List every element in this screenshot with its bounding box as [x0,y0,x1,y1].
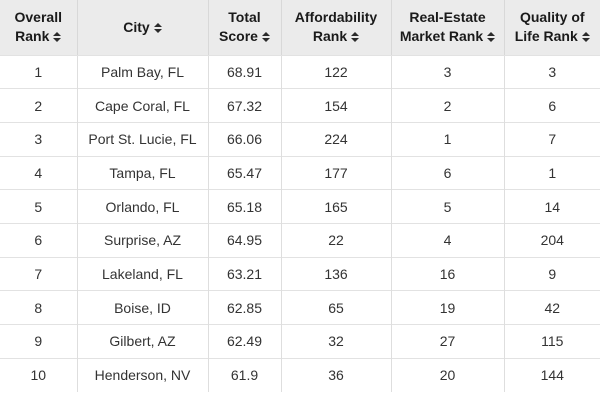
table-row: 9 Gilbert, AZ 62.49 32 27 115 [0,324,600,359]
cell-overall-rank: 8 [0,290,78,325]
cell-total-score: 67.32 [208,88,282,123]
column-header-total-score[interactable]: Total Score [208,0,282,56]
cell-total-score: 63.21 [208,256,282,291]
cell-total-score: 62.85 [208,290,282,325]
cell-total-score: 61.9 [208,357,282,392]
cell-total-score: 65.18 [208,189,282,224]
cell-city: Palm Bay, FL [77,55,209,89]
table-row: 1 Palm Bay, FL 68.91 122 3 3 [0,55,600,89]
table-row: 3 Port St. Lucie, FL 66.06 224 1 7 [0,121,600,157]
column-header-overall-rank[interactable]: Overall Rank [0,0,78,56]
cell-quality-of-life-rank: 9 [504,256,600,291]
cell-real-estate-market-rank: 1 [391,121,505,157]
cell-affordability-rank: 36 [281,357,392,392]
column-header-quality-of-life-rank[interactable]: Quality of Life Rank [504,0,600,56]
sort-icon [581,32,590,43]
city-rankings-table: Overall Rank City Total Score Affordability… [0,0,600,392]
table-row: 10 Henderson, NV 61.9 36 20 144 [0,357,600,392]
cell-real-estate-market-rank: 27 [391,324,505,359]
table-row: 8 Boise, ID 62.85 65 19 42 [0,290,600,325]
cell-city: Port St. Lucie, FL [77,121,209,157]
table-row: 4 Tampa, FL 65.47 177 6 1 [0,155,600,190]
table-header-row: Overall Rank City Total Score Affordability… [0,0,600,56]
cell-overall-rank: 9 [0,324,78,359]
cell-overall-rank: 3 [0,121,78,157]
cell-affordability-rank: 224 [281,121,392,157]
cell-total-score: 68.91 [208,55,282,89]
cell-city: Surprise, AZ [77,222,209,258]
cell-city: Tampa, FL [77,155,209,190]
cell-overall-rank: 5 [0,189,78,224]
cell-affordability-rank: 177 [281,155,392,190]
cell-city: Gilbert, AZ [77,324,209,359]
cell-total-score: 66.06 [208,121,282,157]
column-header-label: Total Score [219,9,261,45]
cell-overall-rank: 10 [0,357,78,392]
cell-city: Lakeland, FL [77,256,209,291]
cell-quality-of-life-rank: 14 [504,189,600,224]
column-header-label: Overall Rank [14,9,62,45]
table-row: 5 Orlando, FL 65.18 165 5 14 [0,189,600,224]
cell-quality-of-life-rank: 7 [504,121,600,157]
cell-quality-of-life-rank: 115 [504,324,600,359]
cell-affordability-rank: 122 [281,55,392,89]
cell-overall-rank: 1 [0,55,78,89]
cell-real-estate-market-rank: 20 [391,357,505,392]
cell-city: Orlando, FL [77,189,209,224]
cell-quality-of-life-rank: 6 [504,88,600,123]
sort-icon [153,22,162,33]
cell-total-score: 64.95 [208,222,282,258]
cell-overall-rank: 2 [0,88,78,123]
cell-total-score: 62.49 [208,324,282,359]
table-row: 6 Surprise, AZ 64.95 22 4 204 [0,222,600,258]
cell-quality-of-life-rank: 1 [504,155,600,190]
column-header-label: Quality of Life Rank [514,9,585,45]
cell-overall-rank: 7 [0,256,78,291]
cell-quality-of-life-rank: 144 [504,357,600,392]
column-header-label: Affordability Rank [294,9,378,45]
column-header-city[interactable]: City [77,0,209,56]
table-row: 7 Lakeland, FL 63.21 136 16 9 [0,256,600,291]
cell-affordability-rank: 65 [281,290,392,325]
sort-icon [351,32,360,43]
cell-affordability-rank: 154 [281,88,392,123]
cell-affordability-rank: 136 [281,256,392,291]
table-row: 2 Cape Coral, FL 67.32 154 2 6 [0,88,600,123]
cell-city: Cape Coral, FL [77,88,209,123]
cell-real-estate-market-rank: 2 [391,88,505,123]
cell-overall-rank: 4 [0,155,78,190]
cell-quality-of-life-rank: 204 [504,222,600,258]
cell-real-estate-market-rank: 3 [391,55,505,89]
cell-city: Henderson, NV [77,357,209,392]
cell-affordability-rank: 165 [281,189,392,224]
cell-real-estate-market-rank: 4 [391,222,505,258]
sort-icon [487,32,496,43]
cell-real-estate-market-rank: 16 [391,256,505,291]
cell-real-estate-market-rank: 19 [391,290,505,325]
cell-quality-of-life-rank: 3 [504,55,600,89]
cell-real-estate-market-rank: 5 [391,189,505,224]
column-header-real-estate-market-rank[interactable]: Real-Estate Market Rank [391,0,505,56]
table-header: Overall Rank City Total Score Affordability… [0,0,600,56]
column-header-label: Real-Estate Market Rank [399,9,486,45]
sort-icon [261,32,270,43]
cell-total-score: 65.47 [208,155,282,190]
cell-real-estate-market-rank: 6 [391,155,505,190]
column-header-affordability-rank[interactable]: Affordability Rank [281,0,392,56]
cell-city: Boise, ID [77,290,209,325]
table-body: 1 Palm Bay, FL 68.91 122 3 3 2 Cape Coral, FL 67… [0,55,600,392]
cell-affordability-rank: 22 [281,222,392,258]
column-header-label: City [123,18,150,35]
cell-overall-rank: 6 [0,222,78,258]
cell-quality-of-life-rank: 42 [504,290,600,325]
cell-affordability-rank: 32 [281,324,392,359]
sort-icon [53,32,62,43]
